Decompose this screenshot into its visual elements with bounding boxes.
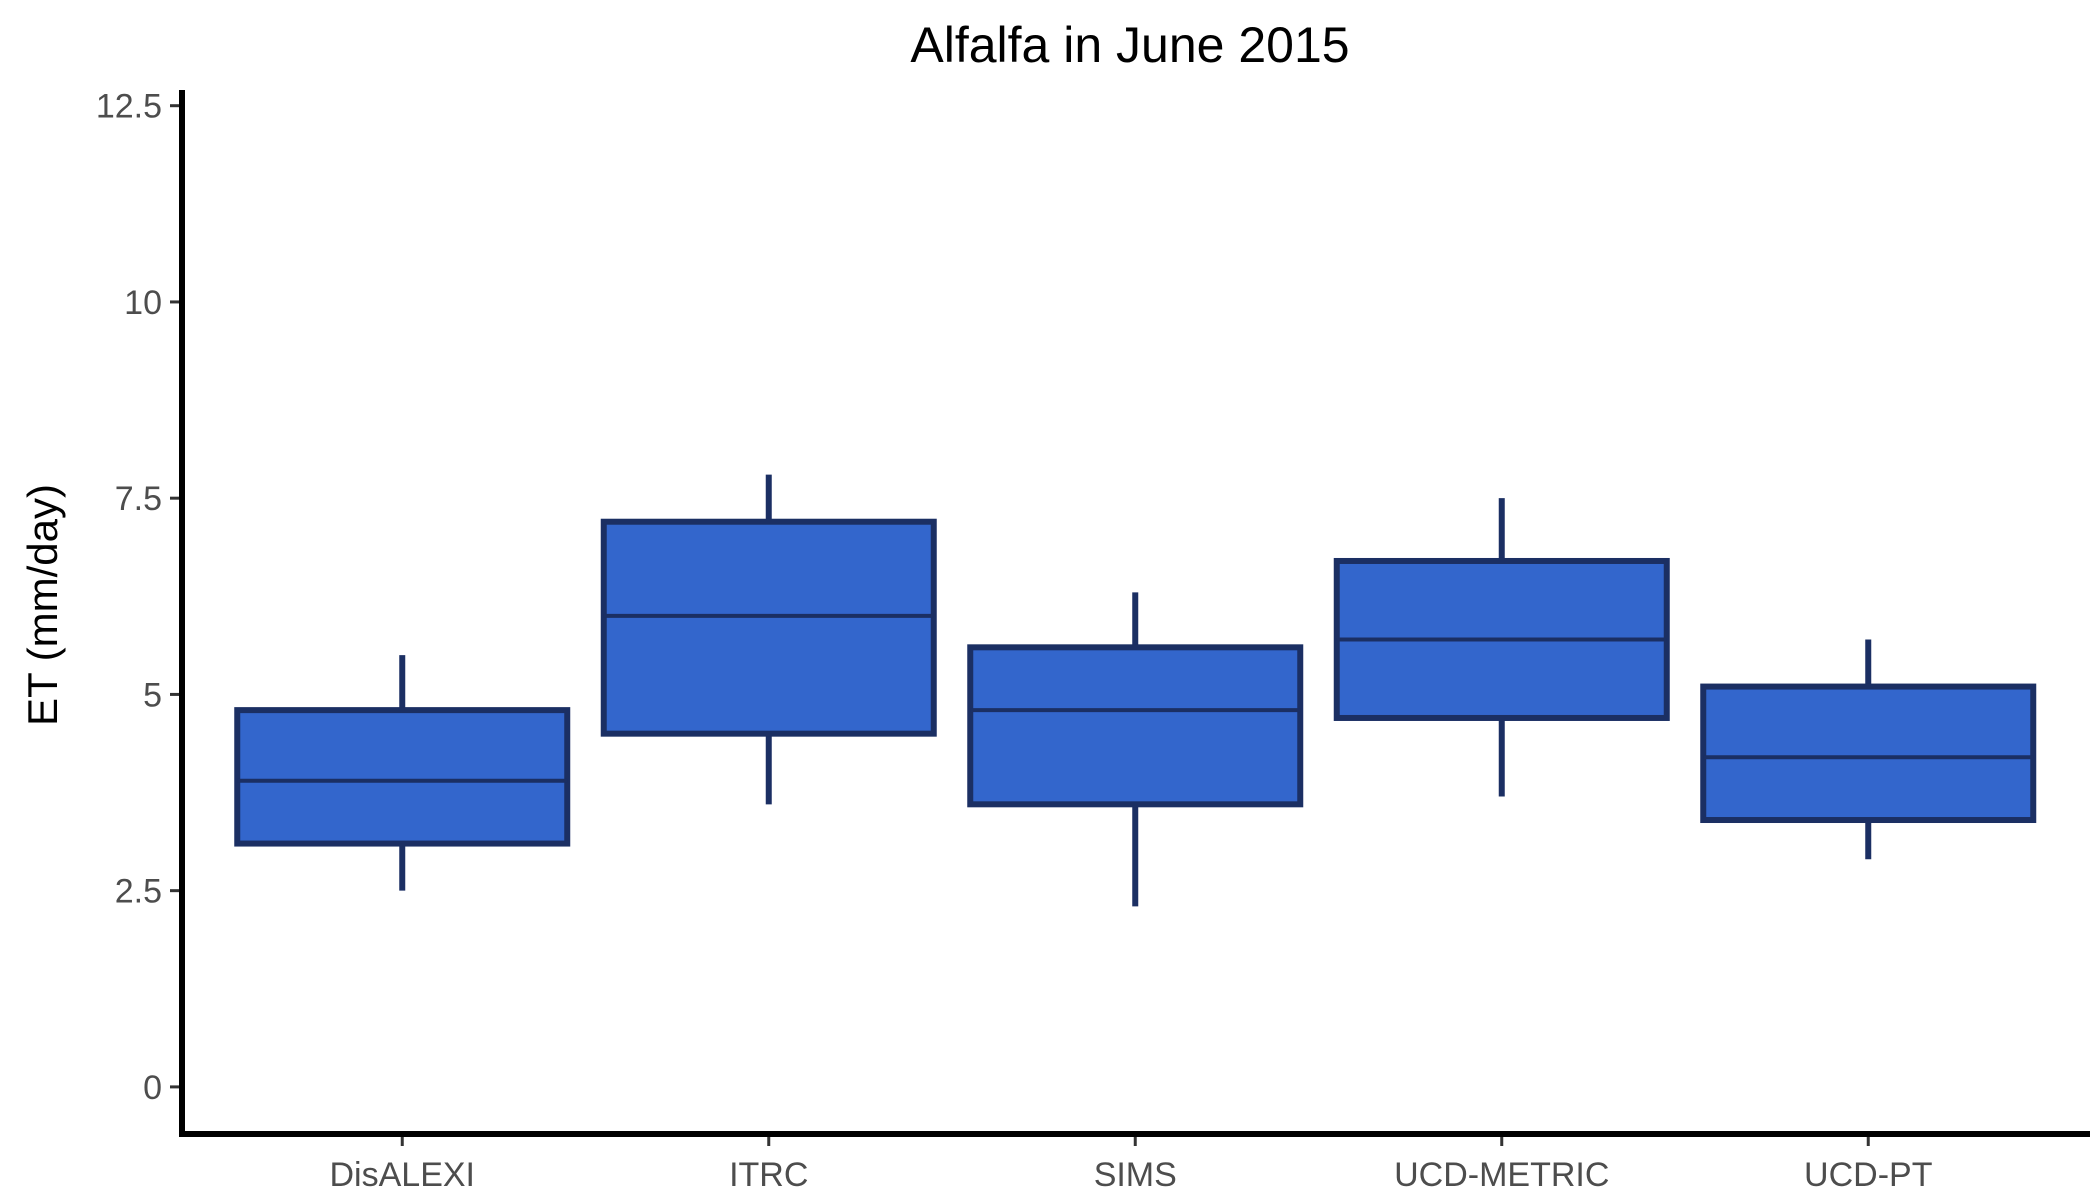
box-itrc [600,474,937,805]
x-tick-label: UCD-METRIC [1394,1156,1609,1194]
box-body [234,707,571,847]
y-tick-label: 10 [124,284,162,322]
x-tick-label: DisALEXI [330,1156,476,1194]
box-sims [967,592,1304,907]
y-tick-label: 0 [143,1069,162,1107]
x-tick-label: ITRC [729,1156,808,1194]
y-tick-label: 2.5 [115,873,162,911]
y-axis-ticks: 0 2.5 5 7.5 10 12.5 [96,88,182,1107]
box-body [1700,683,2037,824]
x-axis-ticks: DisALEXI ITRC SIMS UCD-METRIC UCD-PT [330,1134,1932,1194]
x-tick-label: UCD-PT [1804,1156,1932,1194]
y-tick-label: 7.5 [115,480,162,518]
box-body [600,518,937,737]
x-tick-label: SIMS [1094,1156,1177,1194]
box-ucd-pt [1700,639,2037,860]
box-ucd-metric [1333,498,1670,797]
box-disalexi [234,655,571,891]
y-axis-label: ET (mm/day) [19,484,66,726]
boxes-layer [234,474,2037,907]
y-tick-label: 12.5 [96,88,162,126]
box-body [967,644,1304,808]
chart-title: Alfalfa in June 2015 [910,17,1349,73]
y-tick-label: 5 [143,676,162,714]
